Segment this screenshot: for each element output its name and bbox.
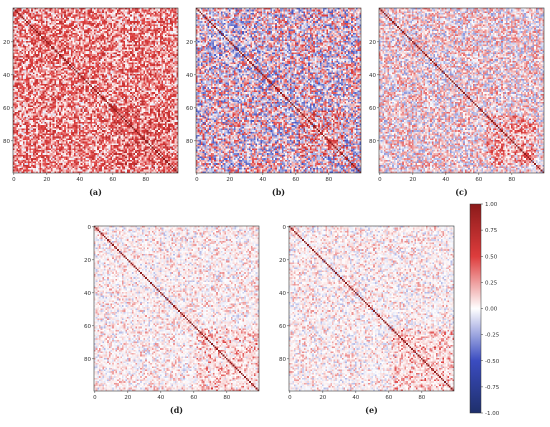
x-tick-label: 60 [292,177,299,183]
x-tick-label: 60 [190,395,197,401]
y-tick-label: 40 [186,73,193,79]
colorbar-tick-label: -0.25 [485,333,500,339]
y-tick-label: 60 [186,106,193,112]
x-tick-label: 40 [352,395,359,401]
panel-label: (d) [170,405,183,415]
x-tick-label: 20 [43,177,50,183]
y-tick-label: 20 [84,258,91,264]
heatmap-cells [196,8,361,173]
x-tick-label: 80 [325,177,332,183]
y-tick-label: 20 [186,40,193,46]
x-tick-label: 20 [409,177,416,183]
colorbar-tick-label: 0.50 [485,254,498,260]
x-tick-label: 40 [442,177,449,183]
y-tick-label: 0 [283,225,287,231]
x-tick-label: 0 [195,177,199,183]
x-tick-label: 60 [385,395,392,401]
y-tick-label: 60 [279,324,286,330]
heatmap-frame [12,7,179,174]
heatmap-frame [93,225,260,392]
x-tick-label: 80 [142,177,149,183]
x-tick-label: 80 [418,395,425,401]
x-tick-label: 20 [124,395,131,401]
colorbar-tick-label: -0.50 [485,359,500,365]
heatmap-cells [13,8,178,173]
x-tick-label: 20 [226,177,233,183]
y-tick-label: 80 [186,139,193,145]
y-tick-label: 80 [369,139,376,145]
panel-label: (b) [272,187,285,197]
x-tick-label: 20 [319,395,326,401]
colorbar-tick-label: 0.00 [485,307,498,313]
heatmap-panel-d: 0 20 40 60 80 0 20 40 60 80 (d) [84,225,260,415]
x-tick-label: 60 [109,177,116,183]
y-tick-label: 0 [88,225,92,231]
x-tick-label: 40 [259,177,266,183]
x-tick-label: 0 [378,177,382,183]
y-tick-label: 20 [279,258,286,264]
y-tick-label: 40 [369,73,376,79]
y-tick-label: 40 [3,73,10,79]
x-tick-label: 80 [223,395,230,401]
panel-label: (e) [365,405,378,415]
colorbar-tick-label: 0.25 [485,280,498,286]
heatmap-panel-a: 0 20 40 60 80 20 40 60 80 (a) [3,7,179,197]
heatmap-frame [288,225,455,392]
x-tick-label: 40 [157,395,164,401]
x-tick-label: 80 [508,177,515,183]
heatmap-cells [94,226,259,391]
y-tick-label: 60 [369,106,376,112]
x-tick-label: 60 [475,177,482,183]
heatmap-frame [378,7,545,174]
y-tick-label: 20 [369,40,376,46]
y-tick-label: 80 [279,357,286,363]
panel-label: (a) [89,187,102,197]
x-tick-label: 0 [93,395,97,401]
heatmap-cells [289,226,454,391]
y-tick-label: 80 [84,357,91,363]
y-tick-label: 40 [279,291,286,297]
colorbar-tick-label: -0.75 [485,385,500,391]
colorbar-tick-label: 1.00 [485,202,498,208]
heatmap-panel-e: 0 20 40 60 80 0 20 40 60 80 (e) [279,225,455,415]
x-tick-label: 0 [12,177,16,183]
heatmap-frame [195,7,362,174]
colorbar: 1.00 0.75 0.50 0.25 0.00 -0.25 -0.50 -0.75 -1.00 [469,202,500,417]
heatmap-panel-c: 0 20 40 60 80 20 40 60 80 (c) [369,7,545,197]
heatmap-cells [379,8,544,173]
y-tick-label: 80 [3,139,10,145]
heatmap-panel-b: 0 20 40 60 80 20 40 60 80 (b) [186,7,362,197]
x-tick-label: 40 [76,177,83,183]
y-tick-label: 60 [3,106,10,112]
y-tick-label: 40 [84,291,91,297]
y-tick-label: 60 [84,324,91,330]
y-tick-label: 20 [3,40,10,46]
panel-label: (c) [455,187,468,197]
colorbar-tick-label: -1.00 [485,411,500,417]
x-tick-label: 0 [288,395,292,401]
colorbar-gradient [469,203,482,414]
colorbar-tick-label: 0.75 [485,228,498,234]
